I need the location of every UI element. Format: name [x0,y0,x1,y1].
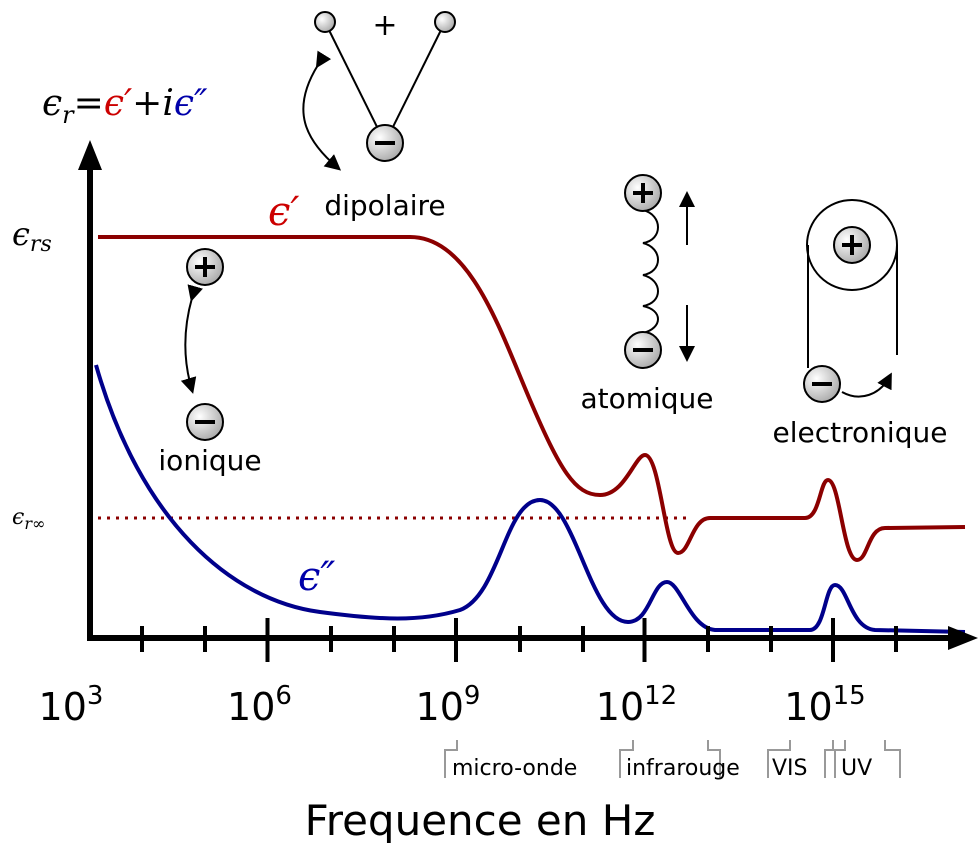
tick-exp: 15 [833,681,866,711]
mechanism-label: dipolaire [324,189,445,222]
band-label: VIS [772,756,808,781]
equation: ϵr=ϵ′+iϵ″ [42,83,208,129]
tick-base: 10 [596,685,644,729]
y-arrow [78,140,102,170]
tick-base: 10 [416,685,464,729]
atomic-icon [624,174,695,369]
tick-base: 10 [784,685,832,729]
x-arrow [948,626,978,650]
minor-ticks [140,626,898,652]
dipole-sign: + [372,8,397,43]
mechanism-label: atomique [580,382,713,415]
imag-curve [94,364,966,634]
band-label: infrarouge [626,756,740,781]
real-curve-label: ϵ′ [268,189,299,235]
x-tick-label: 106 [227,681,292,729]
band-label: micro-onde [452,756,577,781]
x-tick-label: 109 [416,681,481,729]
y-label-infinite: ϵr∞ [12,505,45,533]
tick-base: 10 [227,685,275,729]
x-tick-label: 103 [39,681,104,729]
tick-exp: 9 [464,681,481,711]
ionic-icon [180,248,224,441]
mechanism-label: ionique [158,444,261,477]
tick-exp: 3 [87,681,104,711]
tick-exp: 12 [644,681,677,711]
real-curve [98,235,966,563]
electronic-icon [803,199,898,403]
band-brackets [444,740,901,778]
x-tick-label: 1012 [596,681,677,729]
tick-base: 10 [39,685,87,729]
y-label-static: ϵrs [12,215,52,257]
tick-exp: 6 [275,681,292,711]
mechanism-label: electronique [773,416,948,449]
band-label: UV [841,756,872,781]
x-axis-title: Frequence en Hz [305,796,656,843]
imag-curve-label: ϵ″ [298,554,335,600]
dipole-icon [302,11,456,171]
x-tick-label: 1015 [784,681,865,729]
